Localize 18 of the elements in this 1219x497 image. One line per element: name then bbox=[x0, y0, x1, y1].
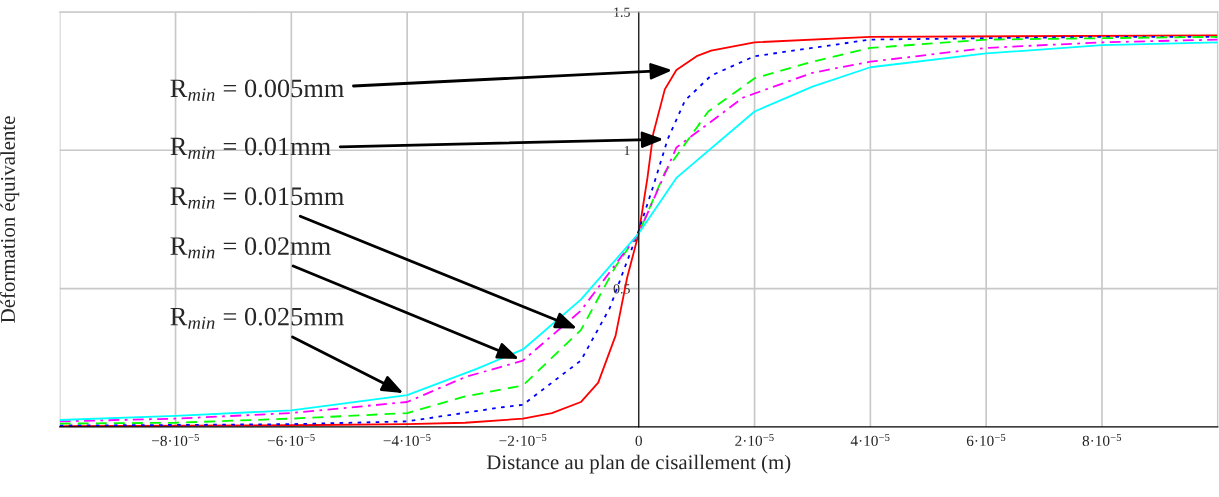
annotation: R$_{min}$ = 0.01mm bbox=[170, 137, 331, 159]
x-tick-label: 2·10$^{−5}$ bbox=[735, 433, 774, 446]
annotation: R$_{min}$ = 0.02mm bbox=[170, 237, 331, 259]
y-axis-title: Déformation équivalente bbox=[0, 116, 20, 323]
x-tick-label: −8·10$^{−5}$ bbox=[152, 433, 199, 446]
x-tick-label: 0 bbox=[635, 435, 642, 447]
annotation: R$_{min}$ = 0.005mm bbox=[170, 79, 344, 101]
x-tick-label: −2·10$^{−5}$ bbox=[499, 433, 547, 446]
x-tick-label: 6·10$^{−5}$ bbox=[966, 433, 1006, 446]
x-tick-label: 8·10$^{−5}$ bbox=[1082, 433, 1122, 446]
x-tick-label: −4·10$^{−5}$ bbox=[383, 433, 431, 446]
annotation: R$_{min}$ = 0.025mm bbox=[170, 307, 344, 329]
x-axis-title: Distance au plan de cisaillement (m) bbox=[486, 454, 791, 474]
annotation: R$_{min}$ = 0.015mm bbox=[170, 187, 344, 209]
x-tick-label: −6·10$^{−5}$ bbox=[267, 433, 315, 446]
x-tick-label: 4·10$^{−5}$ bbox=[850, 433, 890, 446]
y-tick-label: 1 bbox=[624, 145, 630, 156]
y-tick-label: 1.5 bbox=[614, 7, 630, 17]
